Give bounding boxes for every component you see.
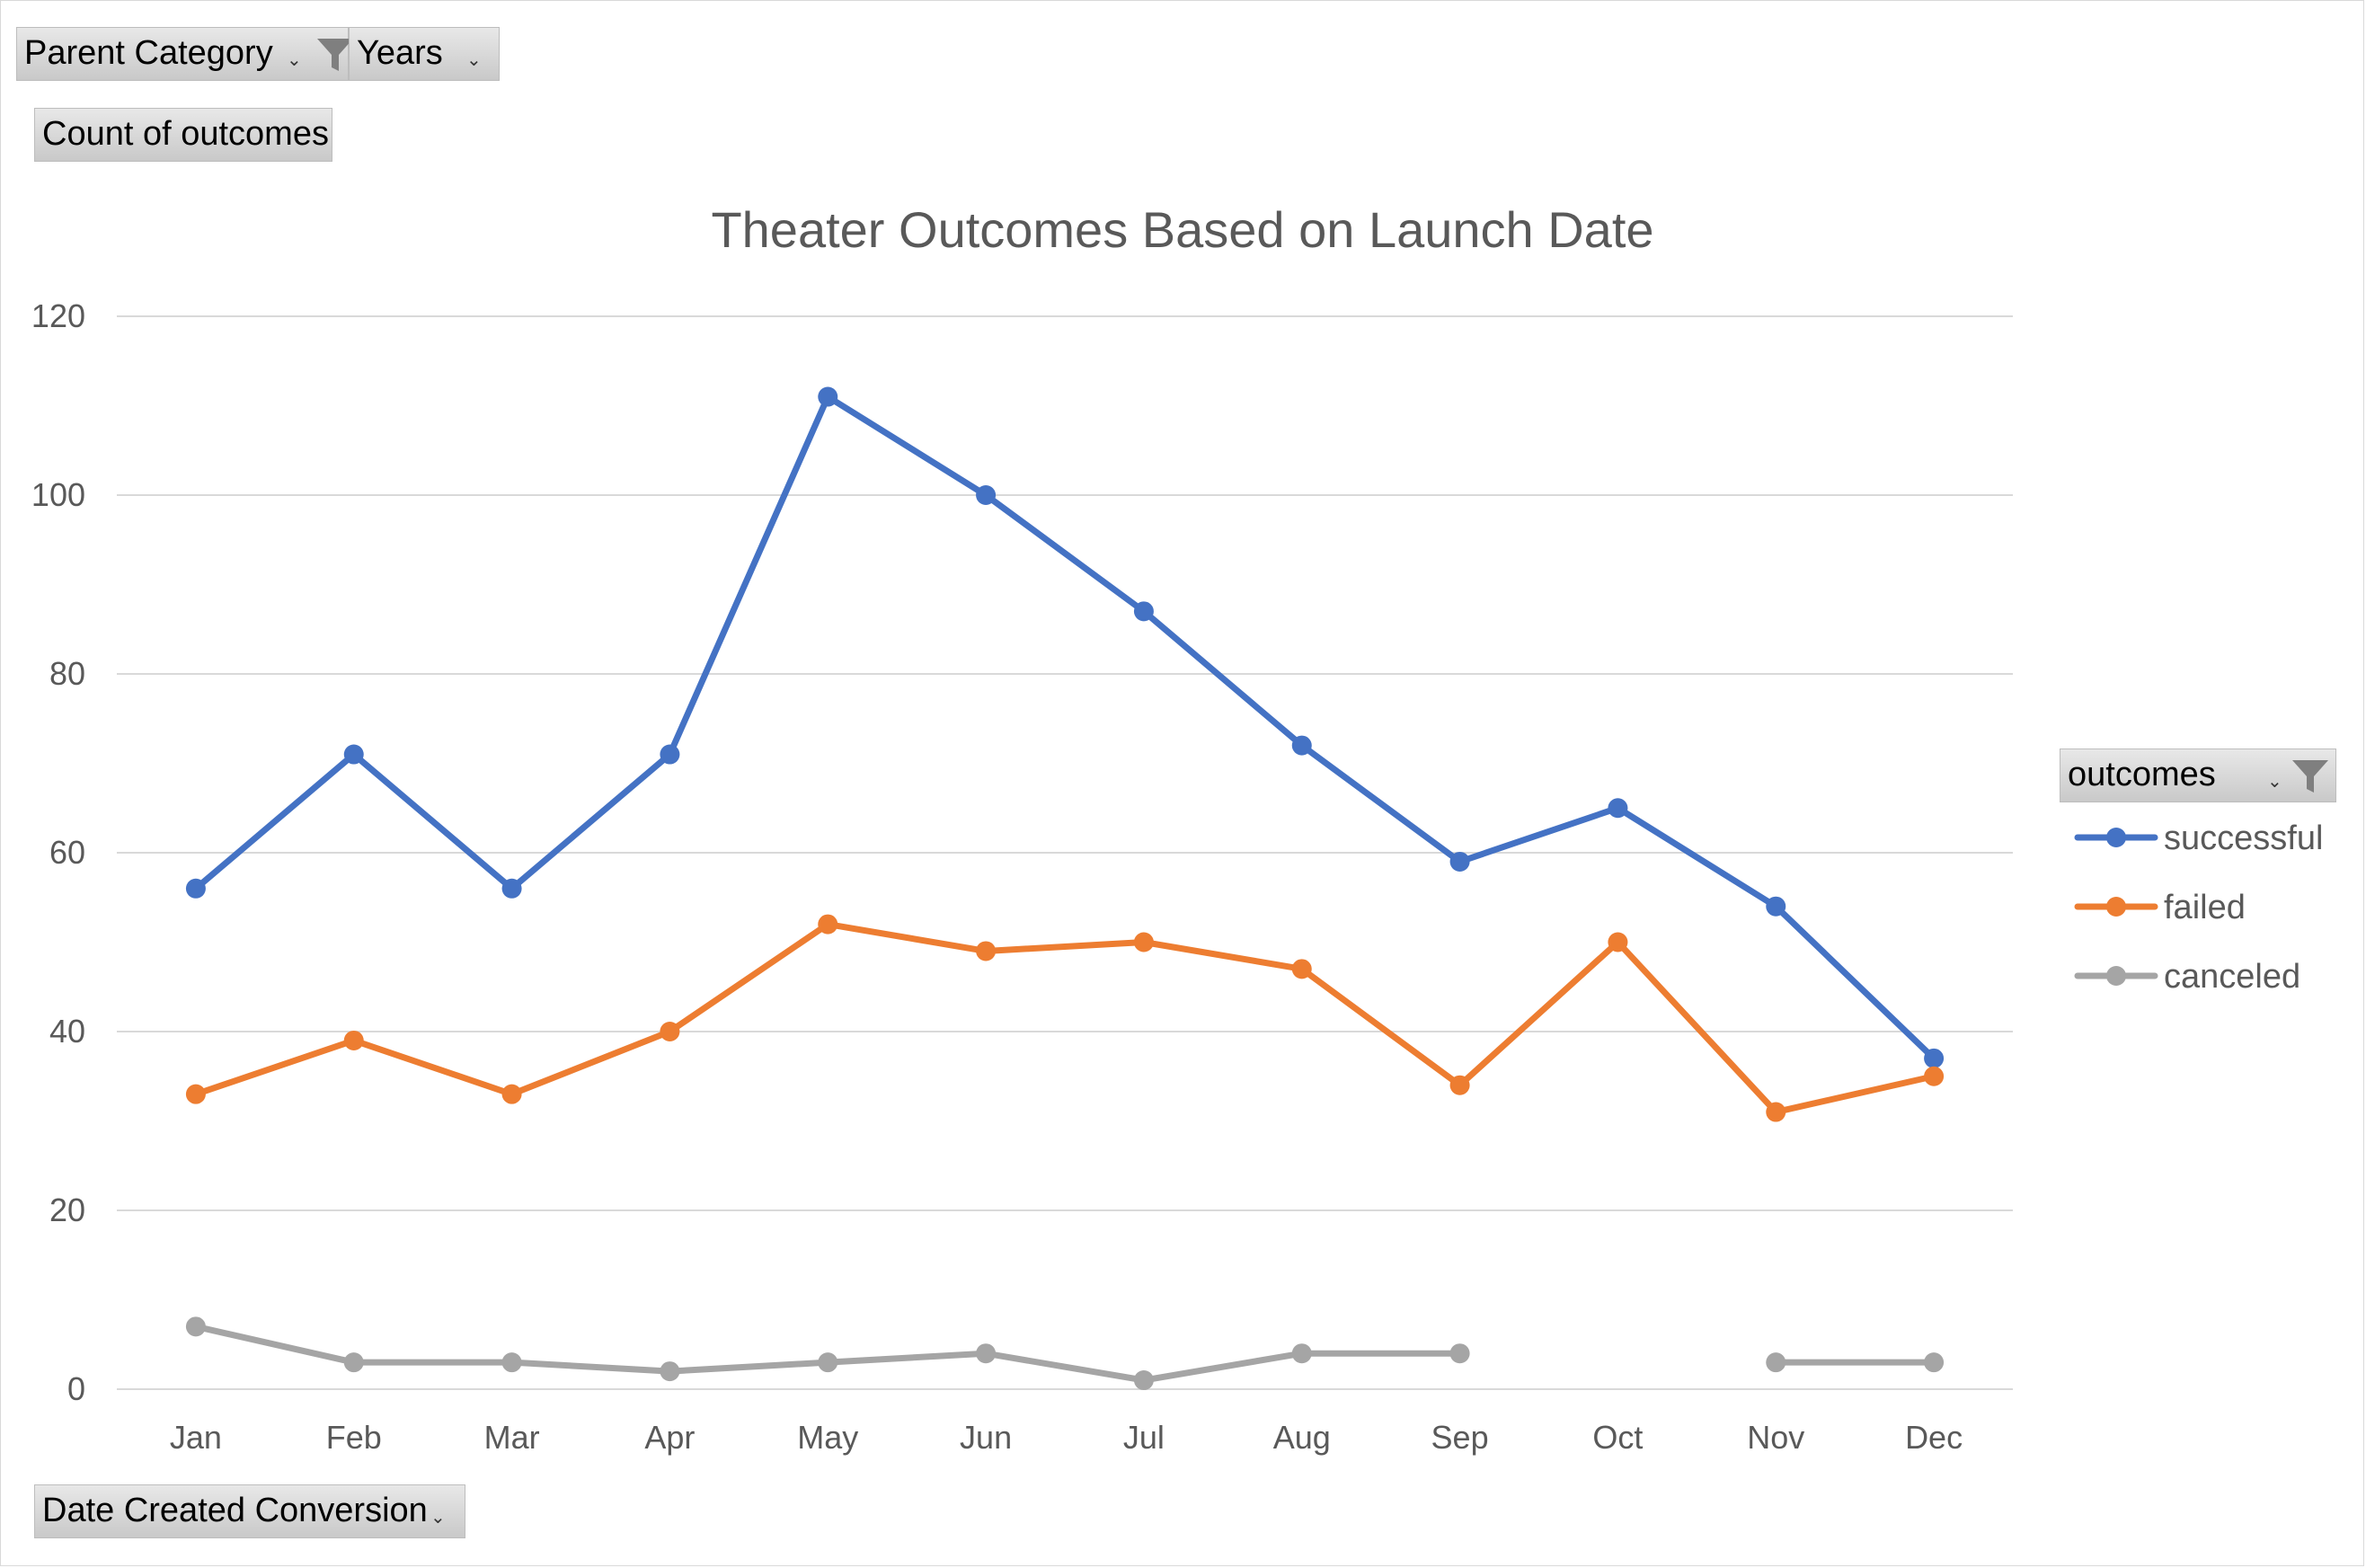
parent-category-filter-button[interactable]: Parent Category ⌄ [16,27,353,81]
series-line-successful [192,394,1937,1062]
years-filter-button[interactable]: Years ⌄ [349,27,500,81]
y-tick-label: 0 [67,1370,85,1407]
filter-funnel-icon[interactable] [2291,757,2330,796]
axis-field-button[interactable]: Date Created Conversion ⌄ [34,1484,465,1538]
data-point-failed[interactable] [1133,932,1154,952]
data-point-successful[interactable] [501,878,522,899]
data-point-failed[interactable] [976,941,997,961]
data-point-canceled[interactable] [818,1352,838,1373]
series-canceled [185,1316,1945,1391]
chevron-down-icon[interactable]: ⌄ [466,50,482,70]
data-point-canceled[interactable] [1291,1343,1312,1364]
data-point-failed[interactable] [343,1030,364,1050]
legend-item-failed[interactable]: failed [2074,889,2246,926]
outcomes-legend-filter-button[interactable]: outcomes ⌄ [2060,749,2336,802]
data-point-canceled[interactable] [1449,1343,1470,1364]
legend-swatch-marker [2106,897,2126,917]
values-field-button[interactable]: Count of outcomes [34,108,332,162]
data-point-successful[interactable] [343,744,364,765]
data-point-successful[interactable] [1608,798,1628,819]
chevron-down-icon[interactable]: ⌄ [2267,772,2282,792]
x-tick-label: May [797,1419,858,1456]
data-point-canceled[interactable] [976,1343,997,1364]
x-tick-label: Aug [1273,1419,1331,1456]
data-point-canceled[interactable] [1924,1352,1945,1373]
filter-funnel-icon[interactable] [315,35,355,75]
data-point-failed[interactable] [660,1022,680,1041]
years-label: Years [357,34,443,72]
data-point-canceled[interactable] [1133,1370,1154,1391]
series-line-failed [192,921,1937,1116]
data-point-canceled[interactable] [1766,1352,1786,1373]
legend-label: canceled [2164,958,2300,996]
x-tick-label: Sep [1431,1419,1489,1456]
chevron-down-icon[interactable]: ⌄ [287,50,302,70]
x-tick-label: Apr [644,1419,695,1456]
data-point-successful[interactable] [1924,1048,1945,1068]
chart-title: Theater Outcomes Based on Launch Date [711,201,1653,258]
data-point-successful[interactable] [1291,735,1312,756]
data-point-successful[interactable] [1766,896,1786,917]
data-point-failed[interactable] [1608,932,1628,952]
chevron-down-icon[interactable]: ⌄ [430,1508,446,1528]
parent-category-label: Parent Category [24,34,273,72]
x-tick-label: Jun [960,1419,1012,1456]
data-point-canceled[interactable] [185,1316,206,1337]
data-point-canceled[interactable] [660,1361,680,1382]
data-point-failed[interactable] [185,1084,206,1104]
legend-item-successful[interactable]: successful [2074,819,2323,857]
x-tick-label: Feb [326,1419,382,1456]
y-tick-label: 60 [49,834,85,871]
y-tick-label: 100 [31,476,85,513]
data-point-failed[interactable] [1449,1075,1470,1095]
legend-swatch-marker [2106,966,2126,986]
x-tick-label: Jul [1123,1419,1165,1456]
data-point-successful[interactable] [976,485,997,505]
outcomes-legend-label: outcomes [2068,756,2216,793]
series-successful [185,386,1945,1068]
x-tick-label: Jan [170,1419,222,1456]
data-point-failed[interactable] [1291,959,1312,979]
data-point-successful[interactable] [1133,601,1154,622]
data-point-successful[interactable] [818,386,838,407]
legend-swatch-marker [2106,828,2126,847]
x-tick-label: Mar [484,1419,540,1456]
data-point-failed[interactable] [1924,1066,1945,1086]
data-point-failed[interactable] [501,1084,522,1104]
legend-item-canceled[interactable]: canceled [2074,958,2300,996]
data-point-successful[interactable] [660,744,680,765]
data-point-canceled[interactable] [343,1352,364,1373]
x-tick-label: Oct [1592,1419,1643,1456]
y-tick-label: 80 [49,655,85,692]
axis-field-label: Date Created Conversion [42,1492,428,1529]
y-tick-label: 120 [31,297,85,334]
y-tick-label: 20 [49,1192,85,1228]
x-tick-label: Nov [1747,1419,1804,1456]
legend-label: successful [2164,819,2323,857]
data-point-successful[interactable] [185,878,206,899]
data-point-failed[interactable] [818,914,838,935]
values-field-label: Count of outcomes [42,115,329,153]
data-point-successful[interactable] [1449,851,1470,872]
data-point-canceled[interactable] [501,1352,522,1373]
y-tick-label: 40 [49,1013,85,1050]
legend-label: failed [2164,889,2246,926]
x-tick-label: Dec [1905,1419,1963,1456]
data-point-failed[interactable] [1766,1102,1786,1122]
series-failed [185,914,1945,1122]
